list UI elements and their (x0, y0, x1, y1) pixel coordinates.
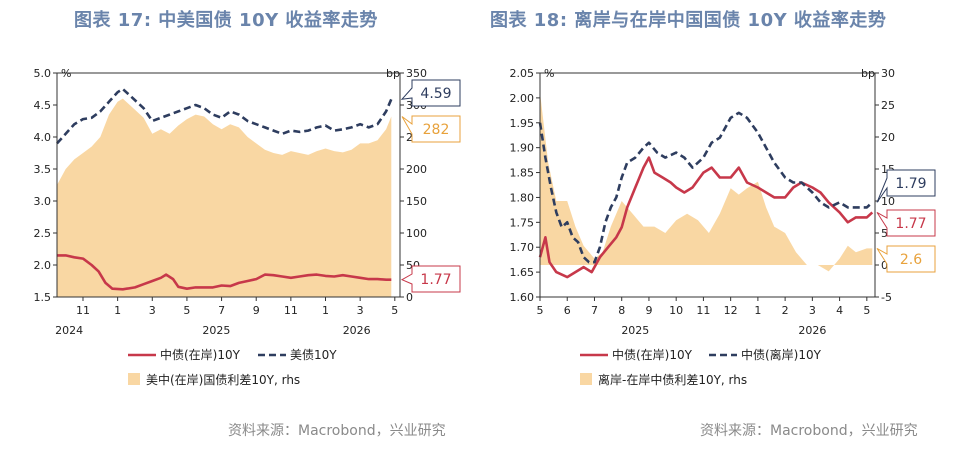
x-tick-label-5: 9 (253, 304, 260, 317)
year-label-2: 2026 (343, 324, 371, 337)
x-tick-label-3: 5 (183, 304, 190, 317)
left-tick-label-2: 4.0 (34, 131, 52, 144)
right-unit-label: bp (861, 67, 875, 80)
x-tick-label-5: 10 (669, 304, 683, 317)
x-tick-label-10: 3 (809, 304, 816, 317)
x-tick-label-8: 3 (357, 304, 364, 317)
left-tick-label-3: 1.90 (510, 142, 535, 155)
title-right: 图表 18: 离岸与在岸中国国债 10Y 收益率走势 (490, 10, 887, 31)
right-unit-label: bp (386, 67, 400, 80)
left-tick-label-1: 2.00 (510, 92, 535, 105)
left-tick-label-2: 1.95 (510, 117, 535, 130)
left-tick-label-4: 3.0 (34, 195, 52, 208)
left-tick-label-5: 2.5 (34, 227, 52, 240)
right-tick-label-5: 100 (406, 227, 427, 240)
x-tick-label-6: 11 (284, 304, 298, 317)
right-tick-label-0: 350 (406, 67, 427, 80)
right-tick-label-2: 20 (881, 131, 895, 144)
x-tick-label-2: 7 (591, 304, 598, 317)
x-tick-label-9: 2 (782, 304, 789, 317)
x-tick-label-7: 1 (322, 304, 329, 317)
source-left: 资料来源：Macrobond，兴业研究 (228, 423, 446, 439)
x-tick-label-2: 3 (149, 304, 156, 317)
right-tick-label-7: -5 (881, 291, 892, 304)
x-tick-label-4: 7 (218, 304, 225, 317)
left-tick-label-7: 1.70 (510, 241, 535, 254)
chart-right: 2.05 2.00 1.95 1.90 1.85 1.80 1.75 1.70 1.65 1.60… (510, 67, 936, 387)
left-tick-label-4: 1.85 (510, 167, 535, 180)
x-tick-label-8: 1 (754, 304, 761, 317)
series-line-0 (57, 254, 392, 291)
left-tick-label-0: 2.05 (510, 67, 535, 80)
end-label-text-1: 1.77 (895, 216, 926, 232)
left-tick-label-8: 1.65 (510, 266, 535, 279)
x-tick-label-0: 11 (76, 304, 90, 317)
end-label-text-0: 1.79 (895, 176, 926, 192)
legend-label-0: 中债(在岸)10Y (160, 347, 241, 362)
left-tick-label-1: 4.5 (34, 99, 52, 112)
legend-label-2: 离岸-在岸中债利差10Y, rhs (598, 372, 747, 387)
right-tick-label-4: 150 (406, 195, 427, 208)
series-line-0 (538, 156, 874, 279)
legend-label-2: 美中(在岸)国债利差10Y, rhs (146, 372, 300, 387)
left-tick-label-6: 2.0 (34, 259, 52, 272)
year-label-1: 2025 (202, 324, 230, 337)
end-label-box-1 (401, 115, 461, 143)
x-tick-label-12: 5 (863, 304, 870, 317)
end-label-text-2: 2.6 (900, 252, 922, 268)
legend-swatch-2 (128, 373, 140, 385)
x-tick-label-6: 11 (696, 304, 710, 317)
legend-label-0: 中债(在岸)10Y (612, 347, 693, 362)
x-tick-label-0: 5 (537, 304, 544, 317)
end-label-box-1 (876, 209, 936, 237)
left-unit-label: % (61, 67, 71, 80)
end-label-box-2 (876, 245, 936, 273)
end-label-box-0 (876, 169, 936, 203)
right-tick-label-1: 25 (881, 99, 895, 112)
end-label-text-2: 1.77 (420, 272, 451, 288)
year-label-0: 2025 (621, 324, 649, 337)
title-left: 图表 17: 中美国债 10Y 收益率走势 (74, 10, 378, 31)
plot-frame (539, 72, 876, 298)
left-tick-label-0: 5.0 (34, 67, 52, 80)
legend-swatch-2 (580, 373, 592, 385)
series-line-1 (538, 111, 874, 264)
end-label-text-0: 4.59 (420, 86, 451, 102)
end-label-box-0 (400, 79, 461, 107)
series-area-0 (540, 92, 873, 272)
source-right: 资料来源：Macrobond，兴业研究 (700, 423, 918, 439)
left-tick-label-9: 1.60 (510, 291, 535, 304)
right-tick-label-7: 0 (406, 291, 413, 304)
series-area-0 (57, 98, 392, 297)
left-tick-label-3: 3.5 (34, 163, 52, 176)
left-tick-label-7: 1.5 (34, 291, 52, 304)
x-tick-label-4: 9 (645, 304, 652, 317)
right-tick-label-6: 0 (881, 259, 888, 272)
right-tick-label-5: 5 (881, 227, 888, 240)
chart-left: 5.04.54.03.53.02.52.01.5%350300250200150… (34, 67, 461, 387)
right-tick-label-0: 30 (881, 67, 895, 80)
right-tick-label-4: 10 (881, 195, 895, 208)
end-label-text-1: 282 (423, 122, 450, 138)
right-tick-label-3: 200 (406, 163, 427, 176)
legend-label-1: 美债10Y (290, 348, 337, 362)
plot-frame (56, 72, 401, 298)
x-tick-label-3: 8 (618, 304, 625, 317)
left-tick-label-6: 1.75 (510, 216, 535, 229)
x-tick-label-1: 1 (114, 304, 121, 317)
year-label-1: 2026 (798, 324, 826, 337)
year-label-0: 2024 (55, 324, 83, 337)
end-label-box-2 (400, 265, 461, 293)
left-tick-label-5: 1.80 (510, 191, 535, 204)
legend-label-1: 中债(离岸)10Y (741, 347, 822, 362)
left-unit-label: % (544, 67, 554, 80)
x-tick-label-9: 5 (391, 304, 398, 317)
x-tick-label-11: 4 (836, 304, 843, 317)
x-tick-label-7: 12 (724, 304, 738, 317)
x-tick-label-1: 6 (564, 304, 571, 317)
series-line-1 (56, 87, 393, 145)
